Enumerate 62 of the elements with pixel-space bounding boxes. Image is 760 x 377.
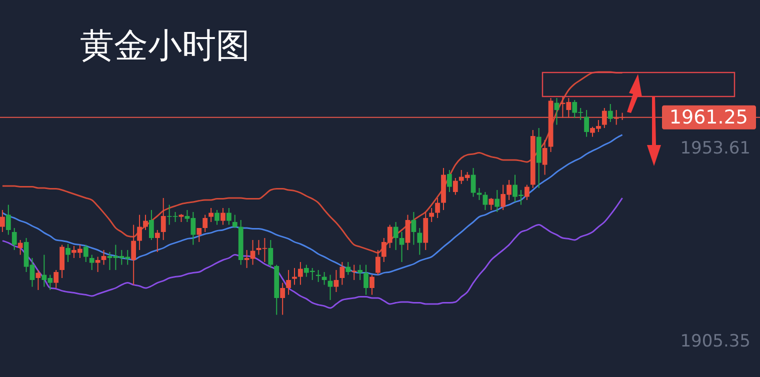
candlestick: [476, 188, 482, 200]
candlestick: [160, 198, 166, 240]
candlestick: [131, 224, 136, 286]
candlestick: [411, 212, 416, 246]
candlestick: [334, 270, 339, 292]
candlestick: [196, 228, 202, 242]
candlestick: [364, 264, 368, 296]
candlestick: [226, 208, 232, 226]
candlestick: [60, 244, 64, 278]
candlestick: [220, 208, 226, 226]
candlestick: [202, 214, 208, 232]
candlestick: [95, 256, 100, 272]
candlestick: [66, 244, 70, 262]
text: 黄金小时图: [80, 26, 250, 66]
candlestick: [375, 250, 380, 276]
candlestick: [602, 108, 607, 128]
candlestick: [286, 270, 291, 296]
candlestick: [214, 210, 220, 226]
candlestick: [542, 140, 548, 176]
candlestick: [447, 170, 452, 192]
candlestick: [83, 244, 88, 262]
line-series: [2, 197, 624, 309]
candlestick: [328, 274, 333, 300]
candlestick: [614, 110, 619, 126]
candlestick: [154, 230, 160, 252]
candlestick: [12, 228, 17, 250]
candlestick: [101, 250, 106, 266]
candlestick: [417, 228, 422, 256]
candlestick: [470, 168, 476, 198]
candlestick: [488, 198, 494, 210]
candlestick: [0, 210, 5, 232]
candlestick: [452, 178, 458, 196]
candlestick: [482, 192, 488, 210]
candlestick: [435, 198, 440, 218]
candlestick: [232, 214, 238, 228]
candlestick: [149, 210, 154, 240]
candlestick: [137, 214, 142, 250]
candlestick: [340, 262, 345, 286]
candlestick: [494, 190, 500, 212]
candlestick: [393, 222, 398, 250]
candlestick: [429, 208, 434, 222]
candlestick: [268, 240, 274, 268]
candlestick: [18, 240, 23, 256]
candlestick: [6, 204, 11, 236]
candlestick: [346, 262, 351, 276]
candlestick: [143, 214, 148, 230]
candlestick: [89, 254, 94, 270]
candlestick: [399, 232, 404, 262]
candlestick: [370, 274, 374, 296]
y-tick-label: 1905.35: [680, 332, 750, 352]
candlestick: [584, 110, 589, 138]
candlestick: [524, 184, 530, 200]
candlestick: [608, 104, 613, 122]
ref-line-label: 1961.25: [669, 106, 748, 128]
y-tick-label: 1953.61: [680, 138, 750, 158]
candlestick: [54, 270, 59, 288]
candlestick: [358, 264, 362, 280]
candlestick: [208, 208, 214, 222]
candlestick: [280, 282, 286, 316]
candlestick: [292, 268, 297, 286]
candlestick: [405, 214, 410, 250]
candlestick: [298, 262, 303, 286]
